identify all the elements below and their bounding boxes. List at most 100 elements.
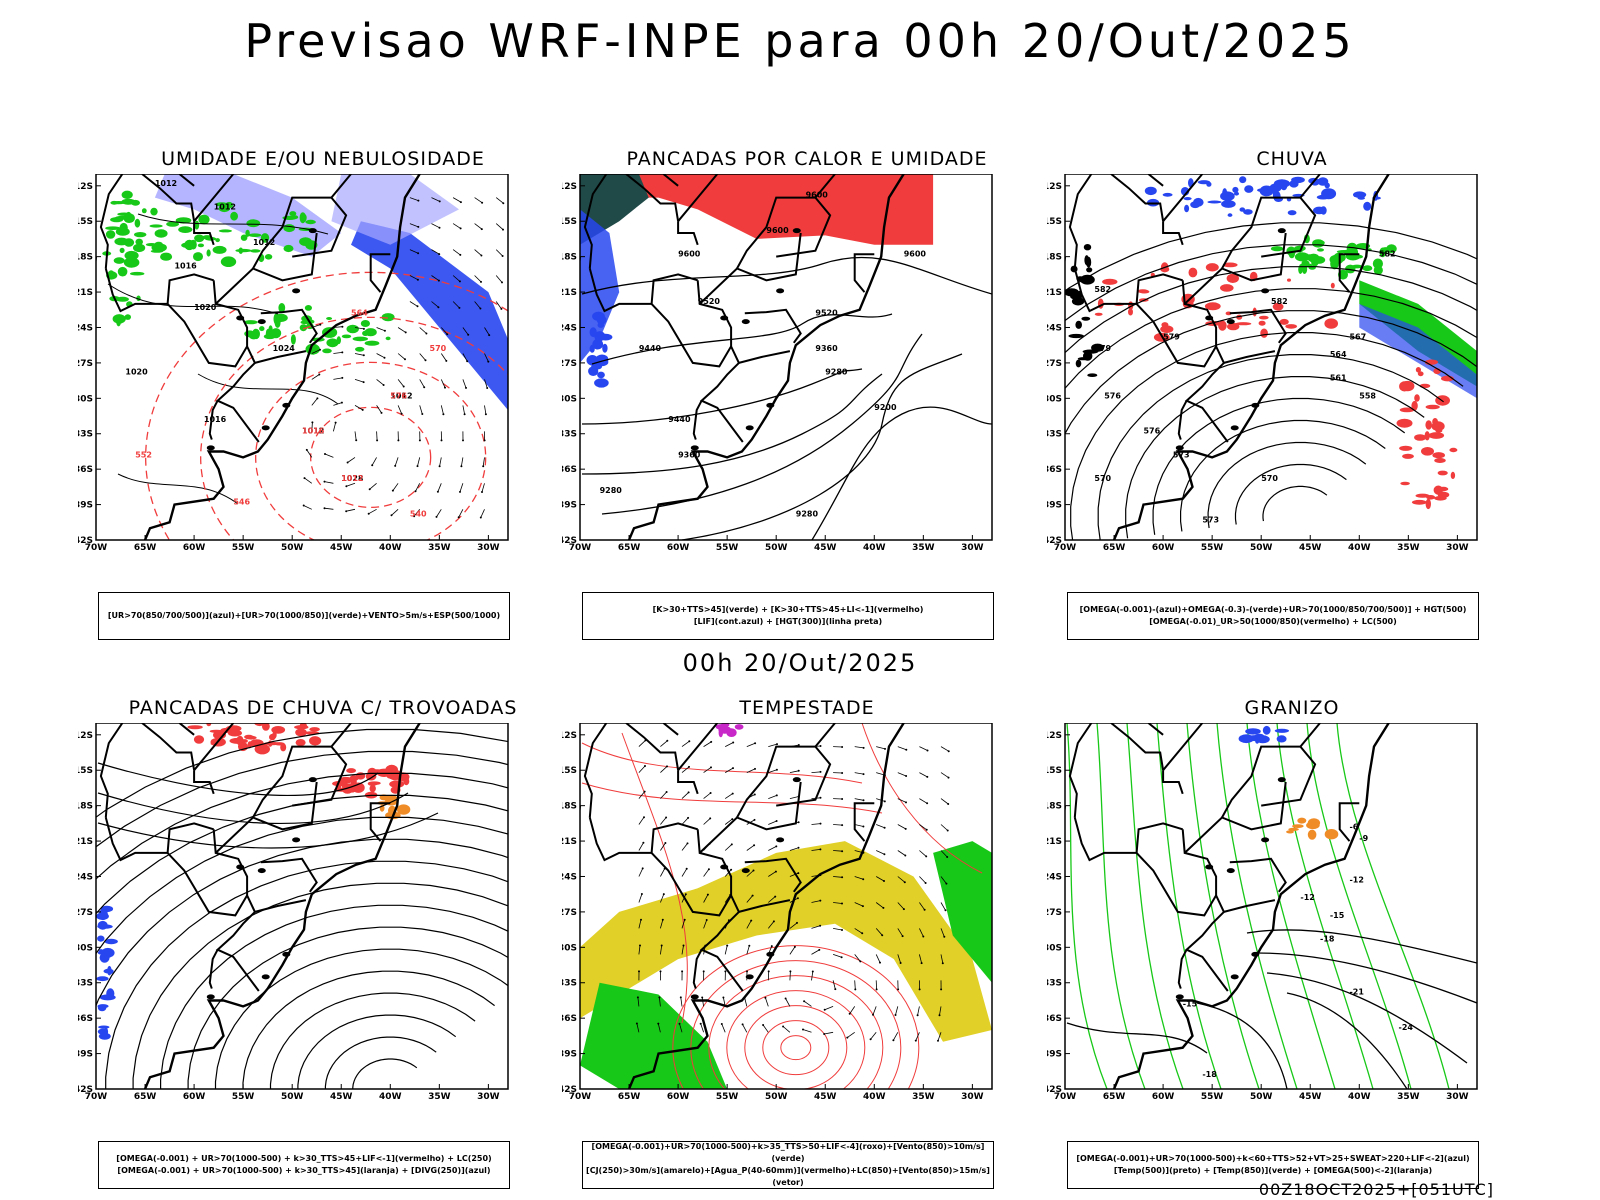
wind-vector-850 xyxy=(681,792,689,799)
lat-label: 36S xyxy=(78,465,93,475)
streamline-850 xyxy=(672,945,920,1089)
lat-label: 18S xyxy=(562,802,577,812)
convective-rain xyxy=(1235,322,1252,326)
country-border xyxy=(104,817,214,862)
low-level-humidity xyxy=(270,328,282,339)
wind-vector-head xyxy=(361,408,364,411)
wind-vector-850 xyxy=(681,843,688,851)
lake-shape xyxy=(1205,315,1214,321)
lat-label: 24S xyxy=(1047,323,1062,333)
wind-vector-850 xyxy=(919,798,928,804)
height-label: 582 xyxy=(1094,285,1111,294)
omega-strong-area xyxy=(1373,265,1383,275)
lat-label: 36S xyxy=(562,1014,577,1024)
east-coastline xyxy=(143,723,431,1089)
wind-vector-850 xyxy=(768,820,777,825)
wind-vector-850 xyxy=(746,742,756,747)
country-border xyxy=(583,174,608,269)
wind-vector-head xyxy=(362,354,365,357)
convective-rain xyxy=(1272,302,1284,311)
country-border xyxy=(588,268,698,313)
convective-rain xyxy=(1417,371,1424,377)
wind-vector-head xyxy=(416,465,419,468)
convective-rain xyxy=(1161,322,1169,328)
low-level-humidity xyxy=(110,217,124,223)
wind-vector-850-head xyxy=(722,996,725,999)
lon-label: 50W xyxy=(1250,1092,1273,1102)
map-pancadas-trovoadas: 12S 15S 18S 21S 24S 27S 30S 33S 36S 39S 42S70W 65W 6… xyxy=(78,723,509,1102)
wind-vector-head xyxy=(501,281,503,284)
wind-vector xyxy=(347,457,356,463)
wind-vector-850-head xyxy=(920,962,923,965)
wind-vector-850-head xyxy=(796,897,799,900)
convective-rain xyxy=(1400,481,1410,486)
low-level-humidity xyxy=(220,256,237,267)
strong-wind-area xyxy=(933,841,992,983)
convective-rain xyxy=(1399,407,1415,413)
legend-line: [CJ(250)>30m/s](amarelo)+[Agua_P(40-60mm… xyxy=(586,1166,990,1187)
thunderstorm-area xyxy=(367,781,378,786)
lake-shape xyxy=(690,994,699,1000)
wind-vector-850-head xyxy=(819,745,822,747)
omega-strong-area xyxy=(1301,260,1310,268)
streamline-850 xyxy=(581,782,883,814)
country-border xyxy=(744,857,802,893)
convective-rain xyxy=(1102,278,1118,285)
height-contour xyxy=(1262,485,1328,522)
wind-vector-head xyxy=(442,413,445,416)
lon-label: 40W xyxy=(863,543,886,553)
wind-vector xyxy=(436,509,442,518)
wind-vector-850 xyxy=(937,1032,942,1041)
lon-label: 50W xyxy=(281,1092,304,1102)
wind-vector-850 xyxy=(811,849,821,851)
country-border xyxy=(141,723,196,771)
lif-contour xyxy=(594,378,609,388)
wind-vector xyxy=(458,509,464,518)
wind-vector-850 xyxy=(919,954,922,964)
wind-vector-850 xyxy=(919,902,925,911)
convective-rain xyxy=(1220,284,1234,292)
lon-label: 70W xyxy=(1054,543,1077,553)
convective-rain xyxy=(1258,320,1266,326)
wind-vector-850 xyxy=(811,949,820,955)
country-border xyxy=(1162,723,1204,771)
wind-vector-850-head xyxy=(775,820,778,822)
isobar xyxy=(107,283,279,315)
wind-vector-850 xyxy=(833,902,843,904)
lat-label: 39S xyxy=(78,501,93,511)
divergence-area xyxy=(98,1025,110,1029)
wind-vector-head xyxy=(380,411,383,414)
height-label: 576 xyxy=(1104,391,1121,400)
wind-vector-850-head xyxy=(797,846,800,849)
lake-shape xyxy=(1226,319,1235,325)
wind-vector xyxy=(376,405,382,414)
omega-strong-area xyxy=(1386,244,1397,254)
wind-vector xyxy=(409,197,419,201)
wind-vector xyxy=(482,457,485,467)
wind-vector-850 xyxy=(789,770,799,773)
wind-vector-850 xyxy=(659,997,661,1007)
wind-vector xyxy=(394,457,399,467)
wind-vector-850-head xyxy=(882,906,885,909)
lat-label: 33S xyxy=(562,430,577,440)
temp-850-contour xyxy=(1276,723,1374,1089)
country-border xyxy=(1221,196,1301,269)
country-border xyxy=(662,723,679,736)
wind-vector-850-head xyxy=(748,944,751,947)
thunderstorm-area xyxy=(332,780,347,787)
country-border xyxy=(99,723,124,818)
rain-cell xyxy=(1083,244,1092,251)
rain-cell xyxy=(1068,333,1084,339)
wind-vector-850 xyxy=(940,954,944,964)
omega-500-area xyxy=(1288,827,1299,831)
country-border xyxy=(1177,949,1188,989)
wind-vector xyxy=(324,453,334,458)
wind-vector xyxy=(484,379,488,389)
low-level-humidity xyxy=(243,320,258,325)
wind-vector xyxy=(311,398,318,406)
wind-vector-850 xyxy=(893,1032,899,1041)
country-border xyxy=(1177,400,1188,440)
wind-vector-850 xyxy=(897,746,907,751)
wind-vector-850 xyxy=(897,954,901,964)
